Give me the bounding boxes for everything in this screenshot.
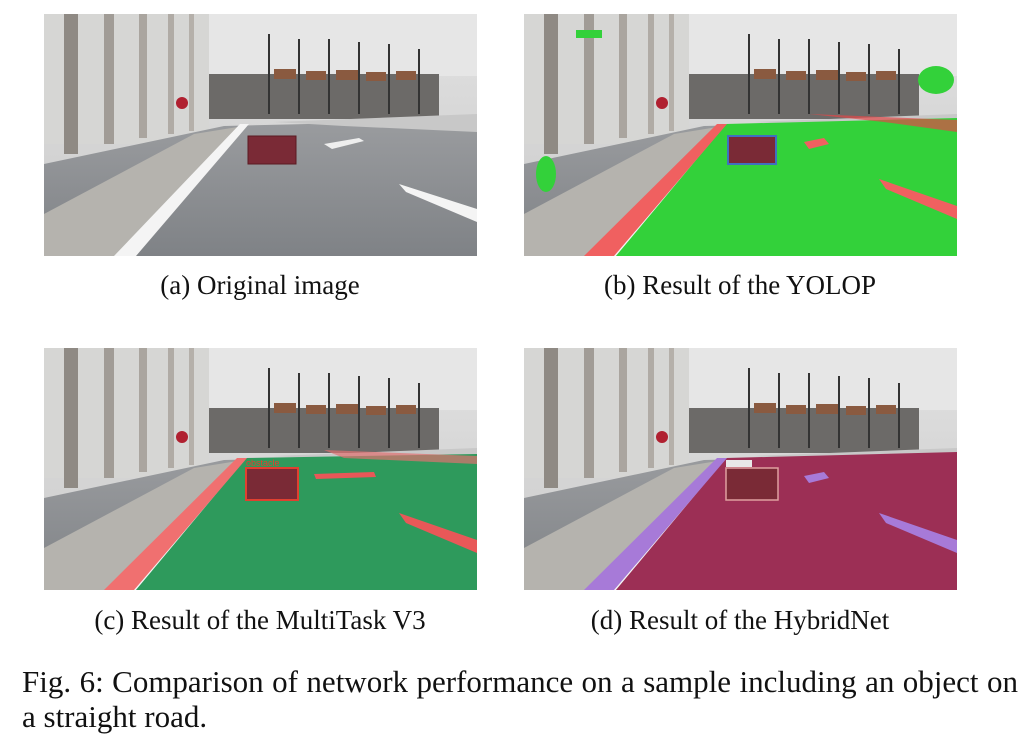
image-multitask: obstacle (44, 348, 477, 590)
subcaption: (c) Result of the MultiTask V3 (94, 605, 426, 635)
subcaption: (a) Original image (160, 270, 360, 300)
image-original (44, 14, 477, 256)
figure-caption: Fig. 6: Comparison of network performanc… (22, 664, 1018, 734)
image-hybridnet (524, 348, 957, 590)
detection-label: obstacle (246, 458, 280, 468)
image-yolop (524, 14, 957, 256)
subcaption: (d) Result of the HybridNet (590, 605, 890, 635)
subcaption: (b) Result of the YOLOP (604, 270, 876, 300)
